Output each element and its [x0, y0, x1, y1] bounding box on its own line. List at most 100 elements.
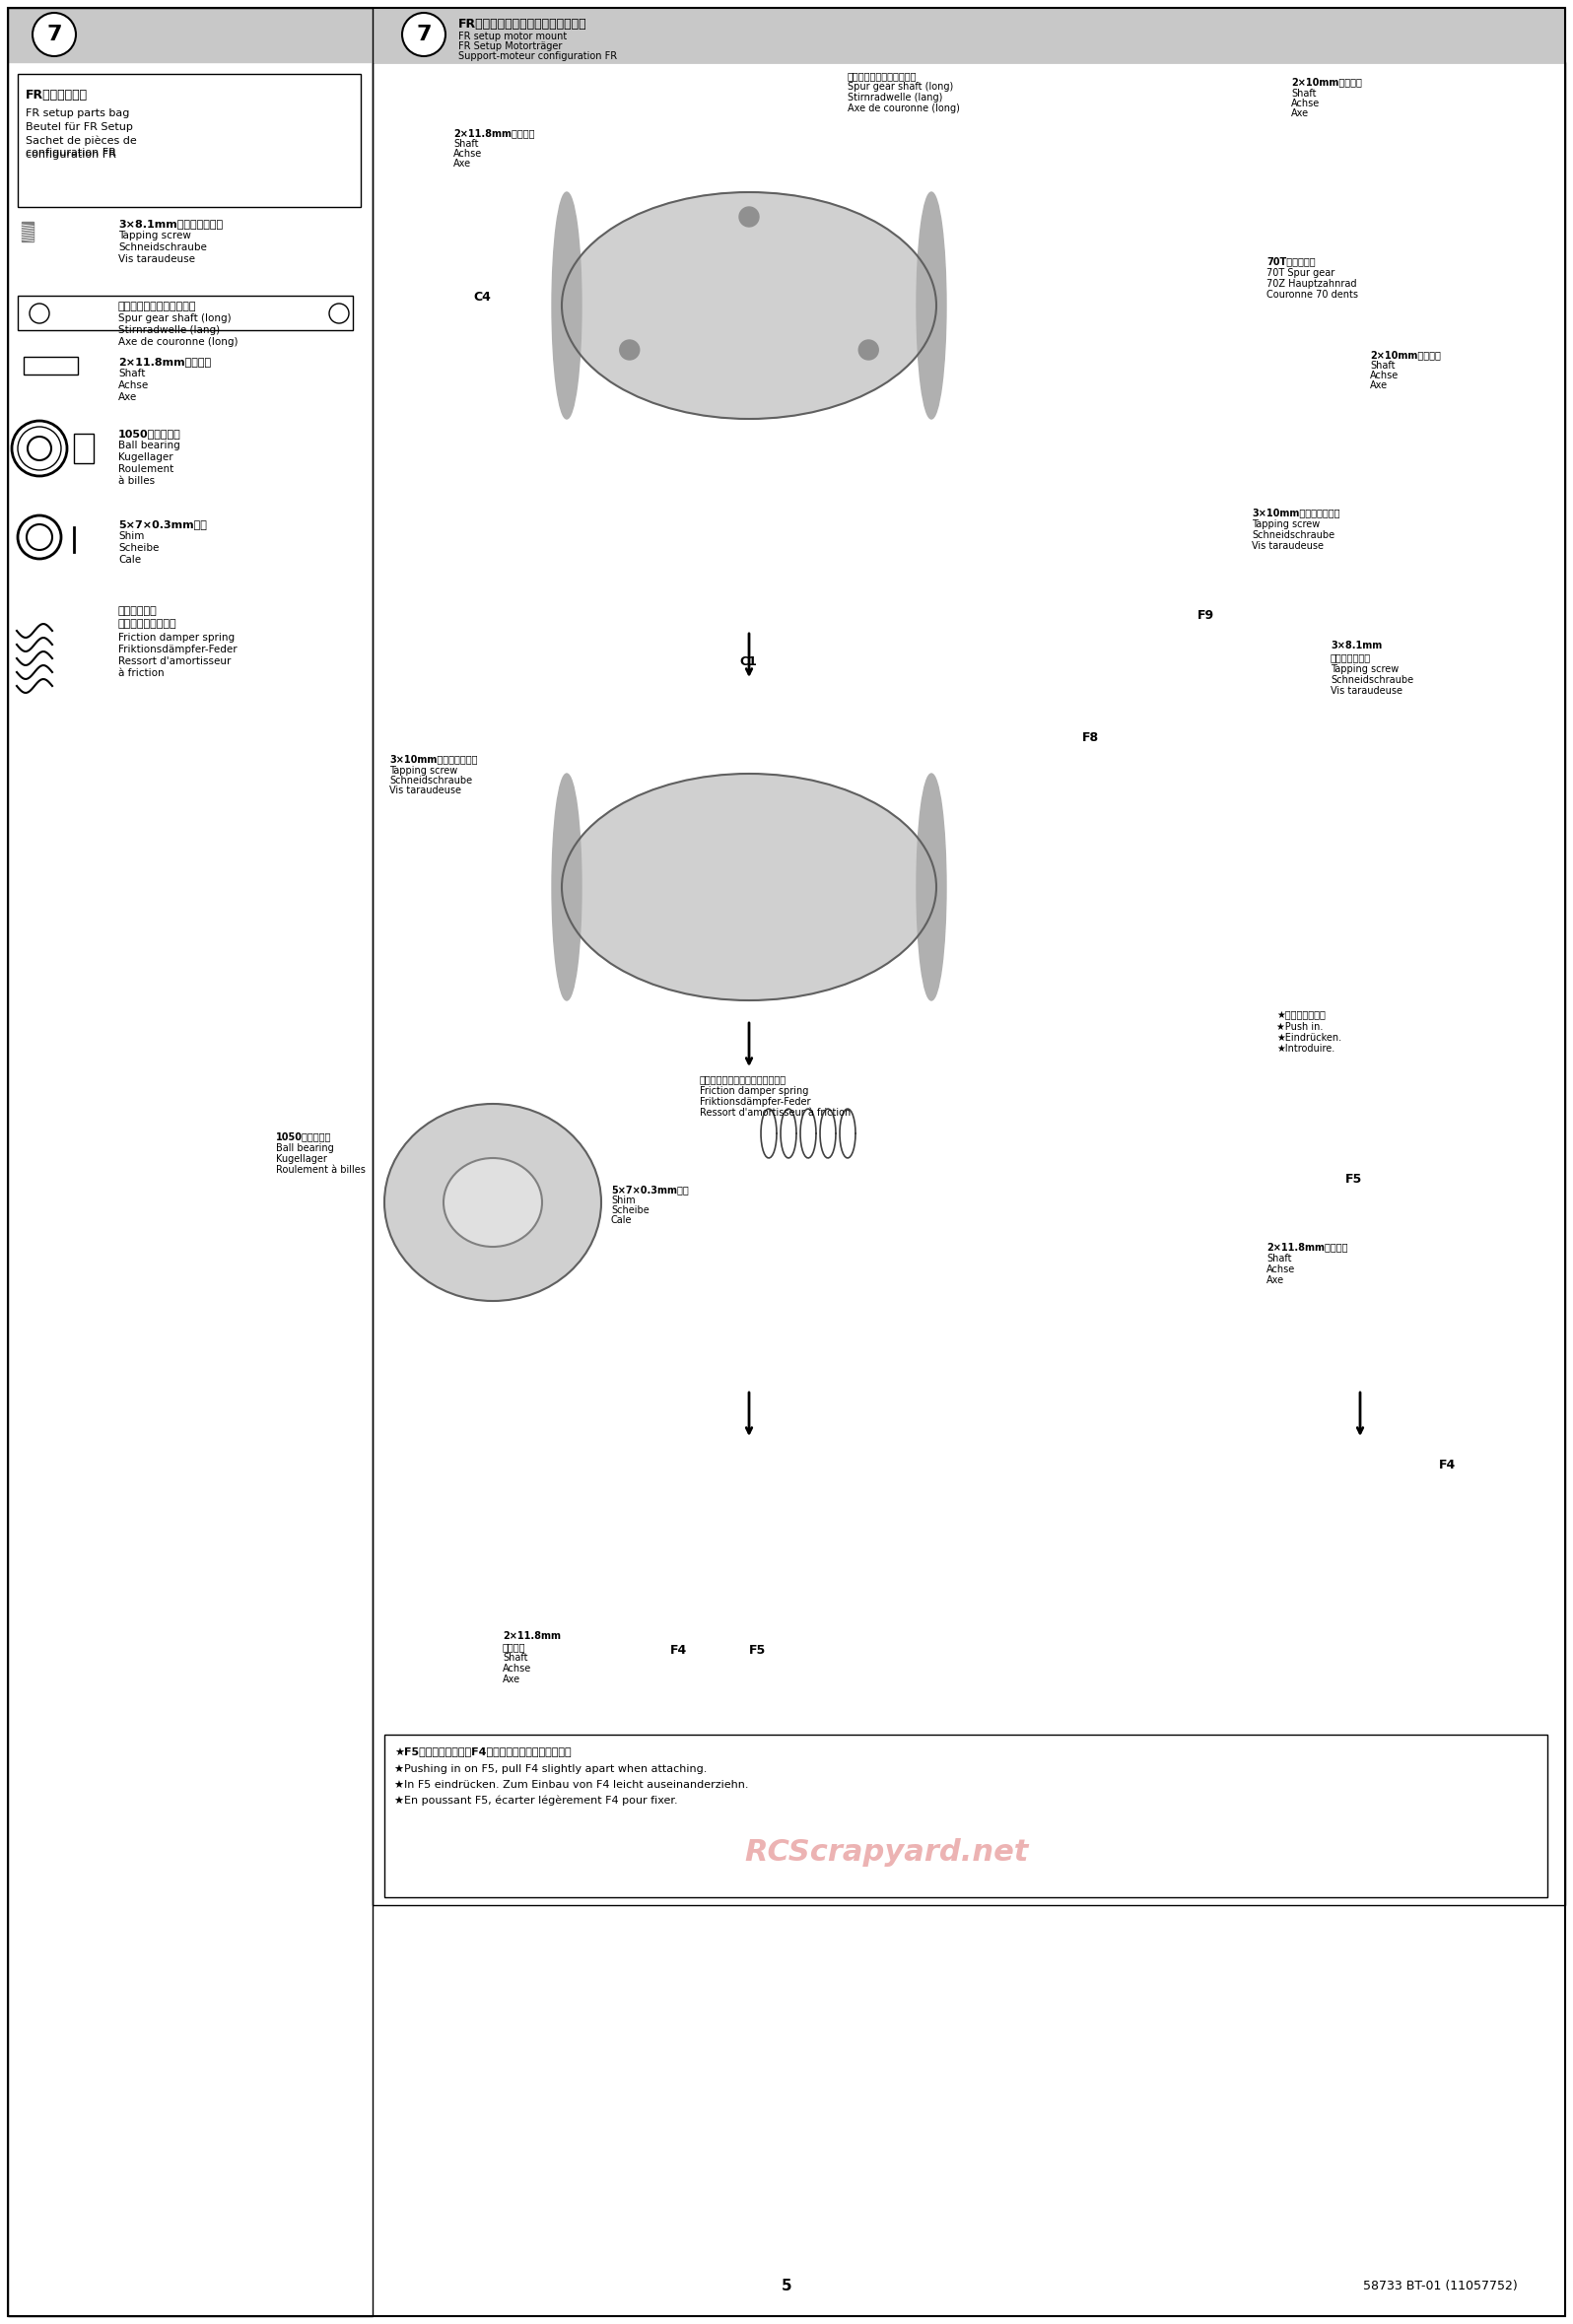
Bar — [17, 74, 360, 207]
Text: Axe: Axe — [1266, 1276, 1284, 1285]
Text: Shaft: Shaft — [1291, 88, 1317, 98]
Text: Friction damper spring: Friction damper spring — [118, 632, 234, 644]
Text: 58733 BT-01 (11057752): 58733 BT-01 (11057752) — [1364, 2280, 1518, 2294]
Text: Shim: Shim — [610, 1195, 635, 1206]
Text: 7: 7 — [47, 26, 61, 44]
Text: FR setup motor mount: FR setup motor mount — [458, 33, 566, 42]
Text: Sachet de pièces de
configuration FR: Sachet de pièces de configuration FR — [25, 137, 137, 158]
Text: Vis taraudeuse: Vis taraudeuse — [1252, 541, 1323, 551]
Text: Scheibe: Scheibe — [118, 544, 159, 553]
Text: Spur gear shaft (long): Spur gear shaft (long) — [848, 81, 953, 91]
Text: ★In F5 eindrücken. Zum Einbau von F4 leicht auseinanderziehn.: ★In F5 eindrücken. Zum Einbau von F4 lei… — [395, 1780, 749, 1789]
Bar — [8, 7, 373, 63]
Text: ★押し込みます。: ★押し込みます。 — [1276, 1011, 1326, 1020]
Text: Kugellager: Kugellager — [275, 1155, 327, 1164]
Bar — [24, 358, 77, 374]
Text: FR setup parts bag: FR setup parts bag — [25, 109, 129, 119]
Text: Spur gear shaft (long): Spur gear shaft (long) — [118, 314, 231, 323]
Ellipse shape — [552, 193, 582, 418]
Text: ★F5を押し込みつつ、F4を広げながら取り付けます。: ★F5を押し込みつつ、F4を広げながら取り付けます。 — [395, 1745, 571, 1757]
Text: 3×10mmタッピングビス: 3×10mmタッピングビス — [389, 753, 478, 765]
Text: 2×11.8mmシャフト: 2×11.8mmシャフト — [1266, 1241, 1348, 1253]
Text: 3×8.1mm: 3×8.1mm — [1331, 641, 1383, 651]
Text: 5×7×0.3mmシム: 5×7×0.3mmシム — [118, 518, 208, 530]
Text: Schneidschraube: Schneidschraube — [118, 242, 208, 253]
Ellipse shape — [444, 1157, 543, 1246]
Text: Shaft: Shaft — [453, 139, 478, 149]
Text: Axe de couronne (long): Axe de couronne (long) — [848, 105, 960, 114]
Text: Axe: Axe — [453, 158, 472, 170]
Text: Schneidschraube: Schneidschraube — [389, 776, 472, 786]
Text: 70T Spur gear: 70T Spur gear — [1266, 267, 1335, 279]
Bar — [373, 63, 1565, 1906]
Text: フリクションダンパースプリング: フリクションダンパースプリング — [700, 1074, 786, 1083]
Ellipse shape — [739, 207, 758, 228]
Text: Achse: Achse — [1266, 1264, 1295, 1274]
Text: Axe: Axe — [1291, 109, 1309, 119]
Text: Ressort d'amortisseur: Ressort d'amortisseur — [118, 655, 231, 667]
Text: 5: 5 — [782, 2280, 791, 2294]
Text: Shaft: Shaft — [503, 1652, 529, 1662]
Text: Tapping screw: Tapping screw — [118, 230, 190, 239]
Text: Achse: Achse — [453, 149, 483, 158]
Text: 2×10mmシャフト: 2×10mmシャフト — [1291, 77, 1362, 86]
Text: 1050ベアリング: 1050ベアリング — [275, 1132, 332, 1141]
Text: FR仕様モーターマウントの組み立て: FR仕様モーターマウントの組み立て — [458, 19, 587, 30]
Text: Achse: Achse — [118, 381, 149, 390]
Ellipse shape — [917, 193, 947, 418]
Text: Roulement à billes: Roulement à billes — [275, 1164, 365, 1176]
Text: Schneidschraube: Schneidschraube — [1331, 676, 1414, 686]
Text: ★Push in.: ★Push in. — [1276, 1023, 1323, 1032]
Text: Kugellager: Kugellager — [118, 453, 173, 462]
Text: Axe: Axe — [118, 393, 137, 402]
Bar — [373, 7, 1565, 63]
Text: 3×10mmタッピングビス: 3×10mmタッピングビス — [1252, 507, 1340, 518]
Ellipse shape — [620, 339, 639, 360]
Text: Schneidschraube: Schneidschraube — [1252, 530, 1334, 539]
Text: フリクション: フリクション — [118, 607, 157, 616]
Text: 3×8.1mmタッピングビス: 3×8.1mmタッピングビス — [118, 218, 223, 228]
Text: C4: C4 — [473, 290, 491, 304]
Text: F9: F9 — [1197, 609, 1214, 623]
Text: Ball bearing: Ball bearing — [118, 442, 181, 451]
Text: configuration FR: configuration FR — [25, 149, 116, 160]
Text: 70Tスパーギヤ: 70Tスパーギヤ — [1266, 256, 1315, 267]
Text: 1050ベアリング: 1050ベアリング — [118, 428, 181, 439]
Text: 2×10mmシャフト: 2×10mmシャフト — [1370, 351, 1441, 360]
Text: Axe de couronne (long): Axe de couronne (long) — [118, 337, 238, 346]
Circle shape — [33, 14, 76, 56]
Text: Vis taraudeuse: Vis taraudeuse — [1331, 686, 1403, 695]
Text: Vis taraudeuse: Vis taraudeuse — [118, 253, 195, 265]
Text: Couronne 70 dents: Couronne 70 dents — [1266, 290, 1357, 300]
Bar — [384, 1734, 1548, 1896]
Text: ★Pushing in on F5, pull F4 slightly apart when attaching.: ★Pushing in on F5, pull F4 slightly apar… — [395, 1764, 706, 1773]
Text: Vis taraudeuse: Vis taraudeuse — [389, 786, 461, 795]
Text: Friktionsdämpfer-Feder: Friktionsdämpfer-Feder — [118, 644, 238, 655]
Bar — [17, 295, 352, 330]
Text: F5: F5 — [749, 1643, 766, 1657]
Text: スパーギヤシャフト（長）: スパーギヤシャフト（長） — [118, 302, 197, 311]
Text: Friction damper spring: Friction damper spring — [700, 1085, 809, 1097]
Ellipse shape — [917, 774, 947, 999]
Text: Cale: Cale — [610, 1215, 632, 1225]
Bar — [22, 221, 33, 242]
Text: 7: 7 — [417, 26, 431, 44]
Text: C1: C1 — [739, 655, 757, 669]
Text: 5×7×0.3mmシム: 5×7×0.3mmシム — [610, 1185, 689, 1195]
Text: Scheibe: Scheibe — [610, 1206, 650, 1215]
Text: Achse: Achse — [1291, 98, 1320, 109]
Text: Tapping screw: Tapping screw — [1252, 518, 1320, 530]
Text: ダンパースプリング: ダンパースプリング — [118, 618, 178, 630]
Ellipse shape — [859, 339, 878, 360]
Text: 2×11.8mmシャフト: 2×11.8mmシャフト — [118, 358, 211, 367]
Text: シャフト: シャフト — [503, 1643, 525, 1652]
Text: Stirnradwelle (lang): Stirnradwelle (lang) — [848, 93, 942, 102]
Text: Axe: Axe — [1370, 381, 1387, 390]
Text: Achse: Achse — [1370, 370, 1398, 381]
Text: Shaft: Shaft — [1370, 360, 1395, 370]
Text: Axe: Axe — [503, 1676, 521, 1685]
Text: F8: F8 — [1082, 732, 1100, 744]
Text: 2×11.8mm: 2×11.8mm — [503, 1631, 562, 1641]
Text: à friction: à friction — [118, 669, 164, 679]
Text: Tapping screw: Tapping screw — [1331, 665, 1398, 674]
